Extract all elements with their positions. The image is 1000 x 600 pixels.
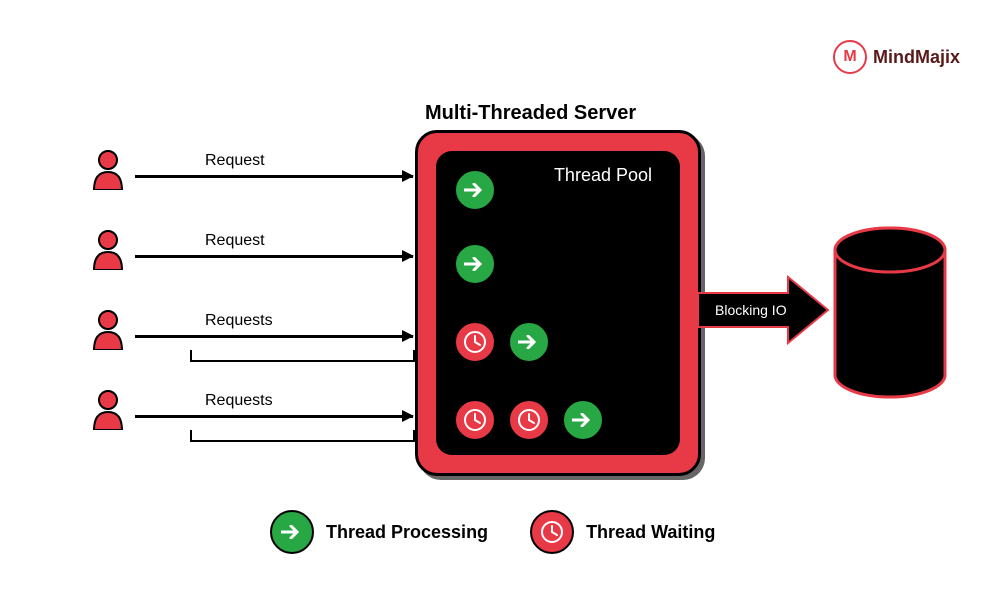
thread-waiting-icon <box>508 399 550 441</box>
legend-processing-label: Thread Processing <box>326 522 488 543</box>
thread-processing-icon <box>562 399 604 441</box>
thread-processing-icon <box>454 243 496 285</box>
logo-text: MindMajix <box>873 47 960 68</box>
thread-processing-icon <box>454 169 496 211</box>
request-arrow <box>135 175 413 178</box>
thread-processing-icon <box>508 321 550 363</box>
legend-waiting-icon <box>530 510 574 554</box>
blocking-io-label: Blocking IO <box>715 302 787 318</box>
user-icon <box>90 150 126 195</box>
thread-pool: Thread Pool <box>436 151 680 455</box>
server-box: Thread Pool <box>415 130 701 476</box>
request-secondary-line <box>190 440 415 442</box>
user-icon <box>90 230 126 275</box>
user-icon <box>90 390 126 435</box>
legend: Thread Processing Thread Waiting <box>270 510 745 554</box>
request-label: Requests <box>205 392 273 410</box>
logo-icon: M <box>833 40 867 74</box>
request-label: Request <box>205 152 265 170</box>
request-secondary-line <box>190 360 415 362</box>
brand-logo: M MindMajix <box>833 40 960 74</box>
legend-processing-icon <box>270 510 314 554</box>
request-arrow <box>135 335 413 338</box>
request-arrow <box>135 415 413 418</box>
diagram-title: Multi-Threaded Server <box>425 102 636 125</box>
request-label: Requests <box>205 312 273 330</box>
legend-waiting-label: Thread Waiting <box>586 522 715 543</box>
thread-pool-label: Thread Pool <box>554 165 652 186</box>
request-arrow <box>135 255 413 258</box>
database-icon <box>830 225 950 410</box>
thread-waiting-icon <box>454 399 496 441</box>
request-label: Request <box>205 232 265 250</box>
thread-waiting-icon <box>454 321 496 363</box>
user-icon <box>90 310 126 355</box>
